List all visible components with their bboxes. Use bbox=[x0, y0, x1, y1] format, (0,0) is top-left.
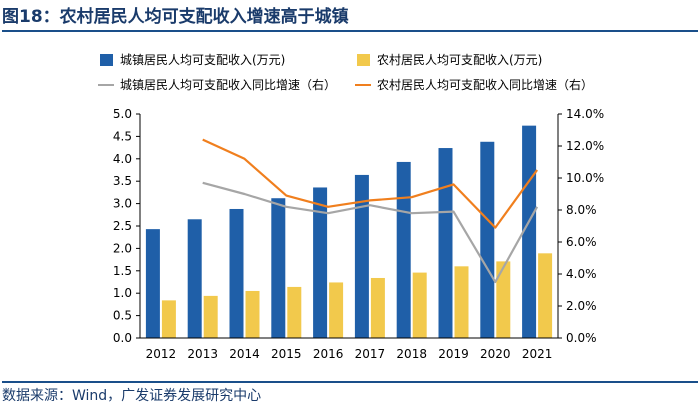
bars bbox=[145, 125, 553, 338]
bar-rural-2017 bbox=[370, 277, 385, 338]
left-tick-label: 1.5 bbox=[113, 264, 132, 278]
x-tick-label: 2018 bbox=[396, 347, 427, 361]
bar-rural-2015 bbox=[287, 286, 302, 338]
line-rural-growth bbox=[202, 138, 538, 229]
figure-title-text: 图18：农村居民人均可支配收入增速高于城镇 bbox=[2, 7, 349, 27]
left-tick-label: 3.5 bbox=[113, 174, 132, 188]
legend-swatch-bar-0 bbox=[100, 54, 113, 66]
legend-label-line-1: 农村居民人均可支配收入同比增速（右） bbox=[377, 77, 593, 92]
source-text: 数据来源：Wind，广发证券发展研究中心 bbox=[2, 388, 262, 404]
legend-label-line-0: 城镇居民人均可支配收入同比增速（右） bbox=[120, 77, 336, 92]
right-tick-label: 10.0% bbox=[566, 171, 604, 185]
bar-urban-2019 bbox=[438, 148, 453, 338]
figure-title: 图18：农村居民人均可支配收入增速高于城镇 bbox=[2, 4, 698, 32]
left-tick-label: 0.5 bbox=[113, 309, 132, 323]
left-tick-label: 4.0 bbox=[113, 152, 132, 166]
right-tick-label: 0.0% bbox=[566, 331, 597, 345]
x-tick-label: 2016 bbox=[313, 347, 344, 361]
bar-rural-2012 bbox=[161, 300, 176, 338]
x-tick-label: 2017 bbox=[355, 347, 386, 361]
legend-label-bar-1: 农村居民人均可支配收入(万元) bbox=[377, 53, 542, 67]
bar-urban-2016 bbox=[313, 187, 328, 338]
lines bbox=[202, 138, 539, 284]
bar-rural-2013 bbox=[203, 295, 218, 338]
x-tick-label: 2014 bbox=[229, 347, 260, 361]
left-tick-label: 4.5 bbox=[113, 129, 132, 143]
x-tick-label: 2012 bbox=[146, 347, 177, 361]
line-urban-growth bbox=[202, 181, 539, 284]
right-tick-label: 8.0% bbox=[566, 203, 597, 217]
bar-urban-2012 bbox=[145, 229, 160, 338]
left-tick-label: 2.0 bbox=[113, 241, 132, 255]
bar-rural-2021 bbox=[538, 253, 553, 338]
source-note: 数据来源：Wind，广发证券发展研究中心 bbox=[2, 381, 698, 409]
left-tick-label: 1.0 bbox=[113, 286, 132, 300]
x-axis: 2012 2013 2014 2015 2016 2017 2018 2019 2020 2021 bbox=[140, 337, 558, 361]
bar-urban-2015 bbox=[271, 198, 286, 338]
left-axis: 0.0 0.5 1.0 1.5 2.0 2.5 3.0 3.5 4.0 4.5 5.0 bbox=[113, 107, 141, 345]
legend: 城镇居民人均可支配收入(万元) 农村居民人均可支配收入(万元) 城镇居民人均可支配收… bbox=[98, 53, 593, 92]
bar-urban-2017 bbox=[354, 174, 369, 338]
left-tick-label: 2.5 bbox=[113, 219, 132, 233]
x-tick-label: 2013 bbox=[187, 347, 218, 361]
bar-rural-2019 bbox=[454, 266, 469, 338]
x-tick-label: 2020 bbox=[480, 347, 511, 361]
bar-urban-2013 bbox=[187, 219, 202, 338]
x-tick-label: 2021 bbox=[522, 347, 553, 361]
right-tick-label: 12.0% bbox=[566, 139, 604, 153]
bar-rural-2020 bbox=[496, 261, 511, 338]
right-tick-label: 14.0% bbox=[566, 107, 604, 121]
left-tick-label: 3.0 bbox=[113, 197, 132, 211]
x-tick-label: 2019 bbox=[438, 347, 469, 361]
bar-rural-2016 bbox=[329, 282, 344, 338]
right-axis: 0.0% 2.0% 4.0% 6.0% 8.0% 10.0% 12.0% 14.0% bbox=[557, 107, 604, 345]
chart: 城镇居民人均可支配收入(万元) 农村居民人均可支配收入(万元) 城镇居民人均可支配收… bbox=[98, 53, 604, 361]
bar-urban-2021 bbox=[522, 125, 537, 338]
bar-urban-2020 bbox=[480, 141, 495, 338]
x-tick-label: 2015 bbox=[271, 347, 302, 361]
left-tick-label: 0.0 bbox=[113, 331, 132, 345]
bar-rural-2014 bbox=[245, 290, 260, 338]
legend-label-bar-0: 城镇居民人均可支配收入(万元) bbox=[120, 53, 285, 67]
left-tick-label: 5.0 bbox=[113, 107, 132, 121]
bar-urban-2014 bbox=[229, 208, 244, 338]
bar-urban-2018 bbox=[396, 161, 411, 338]
right-tick-label: 6.0% bbox=[566, 235, 597, 249]
legend-swatch-bar-1 bbox=[357, 54, 370, 66]
right-tick-label: 4.0% bbox=[566, 267, 597, 281]
bar-rural-2018 bbox=[412, 272, 427, 338]
right-tick-label: 2.0% bbox=[566, 299, 597, 313]
